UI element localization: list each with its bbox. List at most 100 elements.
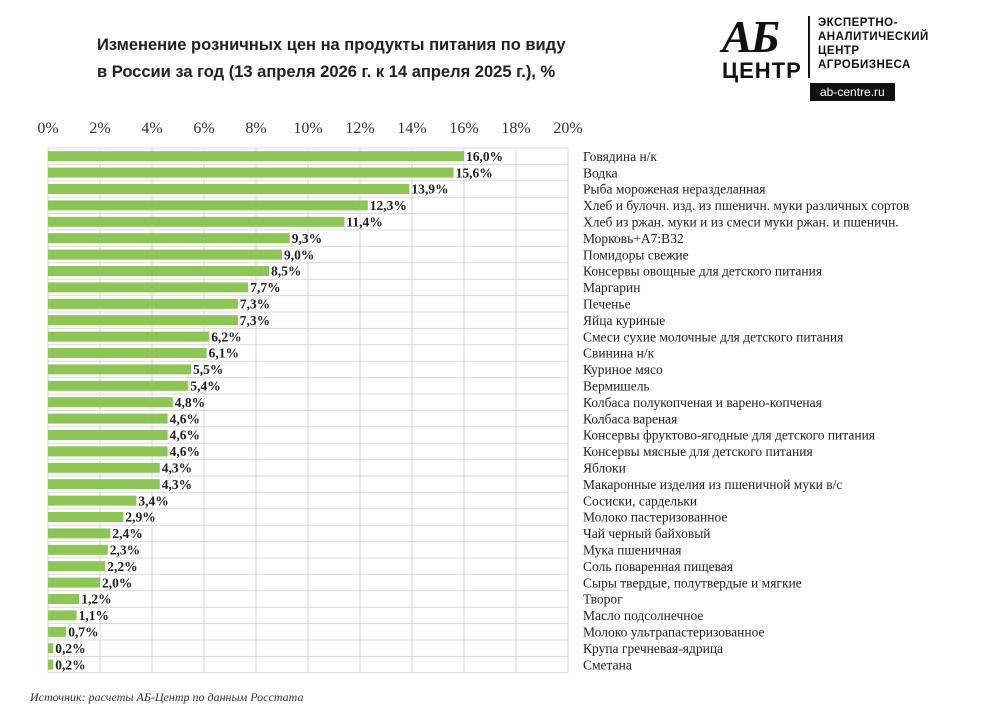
category-label: Куриное мясо [583, 362, 663, 377]
category-label: Чай черный байховый [583, 526, 711, 541]
bar-value-label: 4,6% [170, 428, 200, 443]
bar-value-label: 4,3% [162, 461, 192, 476]
logo-text-line-4: АГРОБИЗНЕСА [818, 59, 911, 71]
category-label: Творог [583, 592, 623, 607]
bar-value-label: 1,1% [79, 608, 109, 623]
x-tick-label: 10% [293, 120, 322, 137]
bar-value-label: 7,7% [250, 280, 280, 295]
category-label: Консервы мясные для детского питания [583, 444, 813, 459]
bar-value-label: 0,2% [55, 641, 85, 656]
bar-value-label: 0,2% [55, 657, 85, 672]
category-label: Консервы овощные для детского питания [583, 264, 822, 279]
bar [48, 397, 173, 408]
bar [48, 528, 111, 539]
category-label: Помидоры свежие [583, 247, 689, 262]
category-label: Мука пшеничная [583, 543, 681, 558]
category-label: Хлеб из ржан. муки и из смеси муки ржан.… [583, 215, 899, 230]
bar-value-label: 2,2% [107, 559, 137, 574]
logo-mark-centre: ЦЕНТР [722, 58, 802, 83]
bar-value-label: 16,0% [466, 149, 503, 164]
bar [48, 331, 210, 342]
x-tick-label: 6% [193, 120, 214, 137]
x-tick-label: 8% [245, 120, 266, 137]
bar [48, 167, 454, 178]
bar [48, 495, 137, 506]
bar-value-label: 4,6% [170, 411, 200, 426]
bar [48, 282, 249, 293]
source-note: Источник: расчеты АБ-Центр по данным Рос… [30, 690, 304, 704]
bar [48, 446, 168, 457]
category-label: Смеси сухие молочные для детского питани… [583, 329, 843, 344]
chart-title-line-2: в России за год (13 апреля 2026 г. к 14 … [97, 63, 556, 81]
chart-title-line-1: Изменение розничных цен на продукты пита… [97, 36, 566, 54]
bar [48, 298, 238, 309]
bar [48, 577, 100, 588]
bar-value-label: 12,3% [370, 198, 407, 213]
bar [48, 413, 168, 424]
bar [48, 151, 464, 162]
x-tick-label: 12% [345, 120, 374, 137]
category-label: Говядина н/к [583, 149, 657, 164]
x-tick-label: 18% [501, 120, 530, 137]
logo-mark-ab: АБ [722, 11, 780, 62]
bar-value-label: 7,3% [240, 313, 270, 328]
category-label: Морковь+A7:B32 [583, 231, 684, 246]
bar [48, 643, 54, 654]
bar-value-label: 2,4% [112, 526, 142, 541]
bar [48, 364, 191, 375]
bar [48, 184, 410, 194]
bar-value-label: 6,1% [209, 346, 239, 361]
bar-value-label: 8,5% [271, 264, 301, 279]
category-label: Сосиски, сардельки [583, 493, 697, 508]
x-tick-label: 16% [449, 120, 478, 137]
category-label: Свинина н/к [583, 346, 655, 361]
category-label: Колбаса вареная [583, 411, 677, 426]
bar [48, 266, 269, 276]
bar-value-label: 5,5% [193, 362, 223, 377]
bar [48, 200, 368, 211]
category-label: Водка [583, 165, 618, 180]
bar-value-label: 1,2% [81, 592, 111, 607]
bar-value-label: 4,8% [175, 395, 205, 410]
category-label: Молоко пастеризованное [583, 510, 727, 525]
bar [48, 216, 345, 227]
x-tick-label: 4% [141, 120, 162, 137]
logo-text-line-2: АНАЛИТИЧЕСКИЙ [818, 31, 929, 43]
bar [48, 315, 238, 326]
bar [48, 462, 160, 473]
bar-value-label: 15,6% [456, 165, 493, 180]
bar [48, 380, 189, 391]
bar [48, 610, 77, 621]
category-label: Яблоки [583, 461, 626, 476]
bar [48, 233, 290, 244]
logo-url: ab-centre.ru [810, 83, 895, 101]
logo-text-line-3: ЦЕНТР [818, 45, 860, 57]
bar [48, 249, 282, 260]
bar [48, 512, 124, 522]
bar-value-label: 13,9% [411, 182, 448, 197]
bar-value-label: 7,3% [240, 297, 270, 312]
bar-value-label: 2,3% [110, 543, 140, 558]
bar-value-label: 11,4% [346, 215, 382, 230]
bar [48, 430, 168, 440]
logo-divider [808, 16, 810, 78]
x-tick-label: 20% [553, 120, 582, 137]
bar [48, 544, 108, 555]
category-label: Маргарин [583, 280, 640, 295]
category-label: Молоко ультрапастеризованное [583, 625, 765, 640]
category-label: Соль поваренная пищевая [583, 559, 733, 574]
bar-value-label: 0,7% [68, 625, 98, 640]
category-label: Яйца куриные [583, 313, 665, 328]
category-label: Хлеб и булочн. изд. из пшеничн. муки раз… [583, 198, 909, 213]
chart-title: Изменение розничных цен на продукты пита… [97, 32, 697, 86]
bar-value-label: 4,3% [162, 477, 192, 492]
bar [48, 348, 207, 358]
bar-value-label: 9,0% [284, 247, 314, 262]
category-label: Сметана [583, 657, 632, 672]
bar-value-label: 9,3% [292, 231, 322, 246]
bar [48, 659, 54, 670]
category-label: Макаронные изделия из пшеничной муки в/с [583, 477, 842, 492]
category-label: Крупа гречневая-ядрица [583, 641, 723, 656]
category-label: Масло подсолнечное [583, 608, 703, 623]
